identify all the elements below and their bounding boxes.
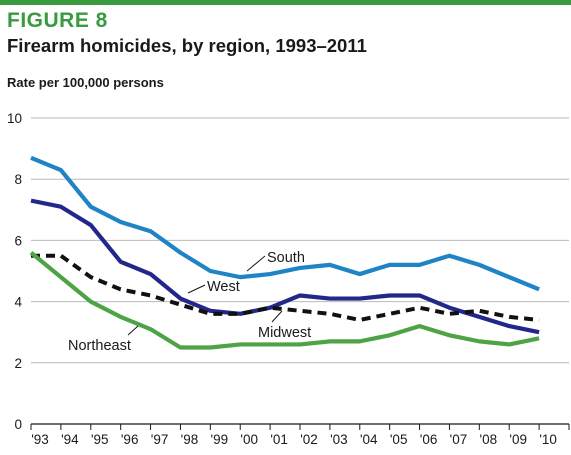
annotation-leader-south [246,255,266,272]
x-tick-label-1997: '97 [151,432,169,447]
y-tick-label-0: 0 [14,417,22,432]
annotation-label-northeast: Northeast [68,338,131,354]
y-axis-title: Rate per 100,000 persons [7,75,164,90]
x-tick-label-2001: '01 [270,432,288,447]
x-tick-label-2007: '07 [450,432,468,447]
x-tick-label-2008: '08 [480,432,498,447]
series-line-midwest [31,253,540,322]
y-tick-label-4: 4 [14,295,22,310]
x-tick-label-2004: '04 [360,432,378,447]
annotation-label-south: South [267,250,305,266]
series-line-south [30,155,540,292]
annotation-label-midwest: Midwest [258,325,311,341]
top-accent-bar [0,0,571,5]
chart-title: Firearm homicides, by region, 1993–2011 [7,35,367,56]
x-tick-label-2005: '05 [390,432,408,447]
y-tick-label-8: 8 [14,172,22,187]
x-tick-label-2009: '09 [509,432,527,447]
x-tick-label-2000: '00 [240,432,258,447]
x-tick-label-2006: '06 [420,432,438,447]
x-tick-label-1999: '99 [211,432,229,447]
series-line-northeast [29,251,540,350]
x-tick-label-1995: '95 [91,432,109,447]
annotation-leader-northeast [127,325,139,336]
x-tick-label-2010: '10 [539,432,557,447]
x-tick-label-1994: '94 [61,432,79,447]
y-tick-label-6: 6 [14,233,22,248]
figure-label: FIGURE 8 [7,9,108,32]
y-tick-label-2: 2 [14,356,22,371]
x-tick-label-1998: '98 [181,432,199,447]
x-tick-label-2003: '03 [330,432,348,447]
x-tick-label-1993: '93 [31,432,49,447]
y-tick-label-10: 10 [7,111,22,126]
x-tick-label-1996: '96 [121,432,139,447]
x-tick-label-2002: '02 [300,432,318,447]
series-line-west [30,198,540,335]
annotation-label-west: West [207,279,240,295]
annotation-leader-midwest [271,310,283,323]
annotation-leader-west [187,284,206,294]
